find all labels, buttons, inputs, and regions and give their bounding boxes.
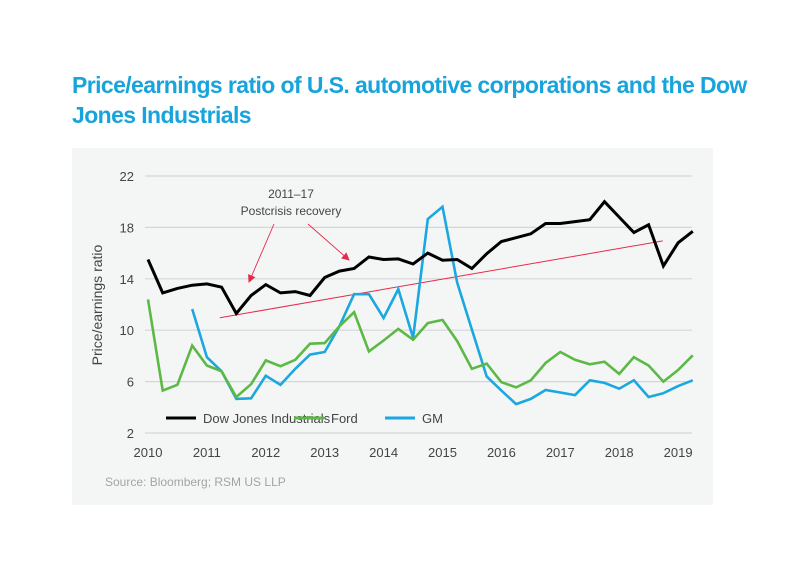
series-line-gm — [190, 204, 694, 406]
annotation-line1: 2011–17 — [268, 187, 314, 201]
legend-label: Dow Jones Industrials — [203, 411, 331, 426]
y-axis-label: Price/earnings ratio — [89, 244, 105, 365]
legend-label: Ford — [331, 411, 358, 426]
x-tick-label: 2012 — [251, 445, 280, 460]
x-tick-label: 2011 — [193, 445, 221, 460]
annotation-arrow — [307, 223, 350, 261]
source-note: Source: Bloomberg; RSM US LLP — [105, 475, 286, 489]
y-tick-label: 14 — [120, 272, 134, 287]
y-tick-label: 2 — [127, 426, 134, 441]
series-line-dow-jones-industrials — [146, 199, 694, 317]
y-tick-label: 18 — [120, 220, 134, 235]
chart-title: Price/earnings ratio of U.S. automotive … — [72, 72, 747, 128]
x-tick-label: 2019 — [664, 445, 693, 460]
legend: Dow Jones Industrials Ford GM — [166, 411, 443, 426]
x-tick-label: 2018 — [605, 445, 634, 460]
annotation-line2: Postcrisis recovery — [241, 204, 342, 218]
legend-label: GM — [422, 411, 443, 426]
series-line-ford — [146, 299, 694, 400]
chart-panel — [72, 148, 713, 505]
x-tick-label: 2014 — [369, 445, 398, 460]
x-tick-label: 2013 — [310, 445, 339, 460]
x-tick-label: 2015 — [428, 445, 457, 460]
x-tick-label: 2016 — [487, 445, 516, 460]
x-tick-label: 2010 — [134, 445, 163, 460]
trend-line — [219, 240, 663, 319]
y-tick-label: 22 — [120, 169, 134, 184]
x-tick-label: 2017 — [546, 445, 575, 460]
annotation-arrow — [248, 223, 275, 283]
y-tick-label: 10 — [120, 323, 134, 338]
y-tick-label: 6 — [127, 375, 134, 390]
